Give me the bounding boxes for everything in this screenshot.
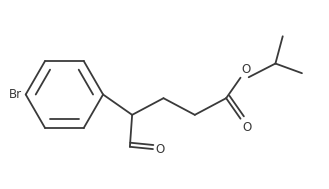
Text: O: O: [156, 143, 165, 156]
Text: O: O: [241, 63, 251, 76]
Text: Br: Br: [9, 88, 22, 101]
Text: O: O: [243, 121, 252, 134]
